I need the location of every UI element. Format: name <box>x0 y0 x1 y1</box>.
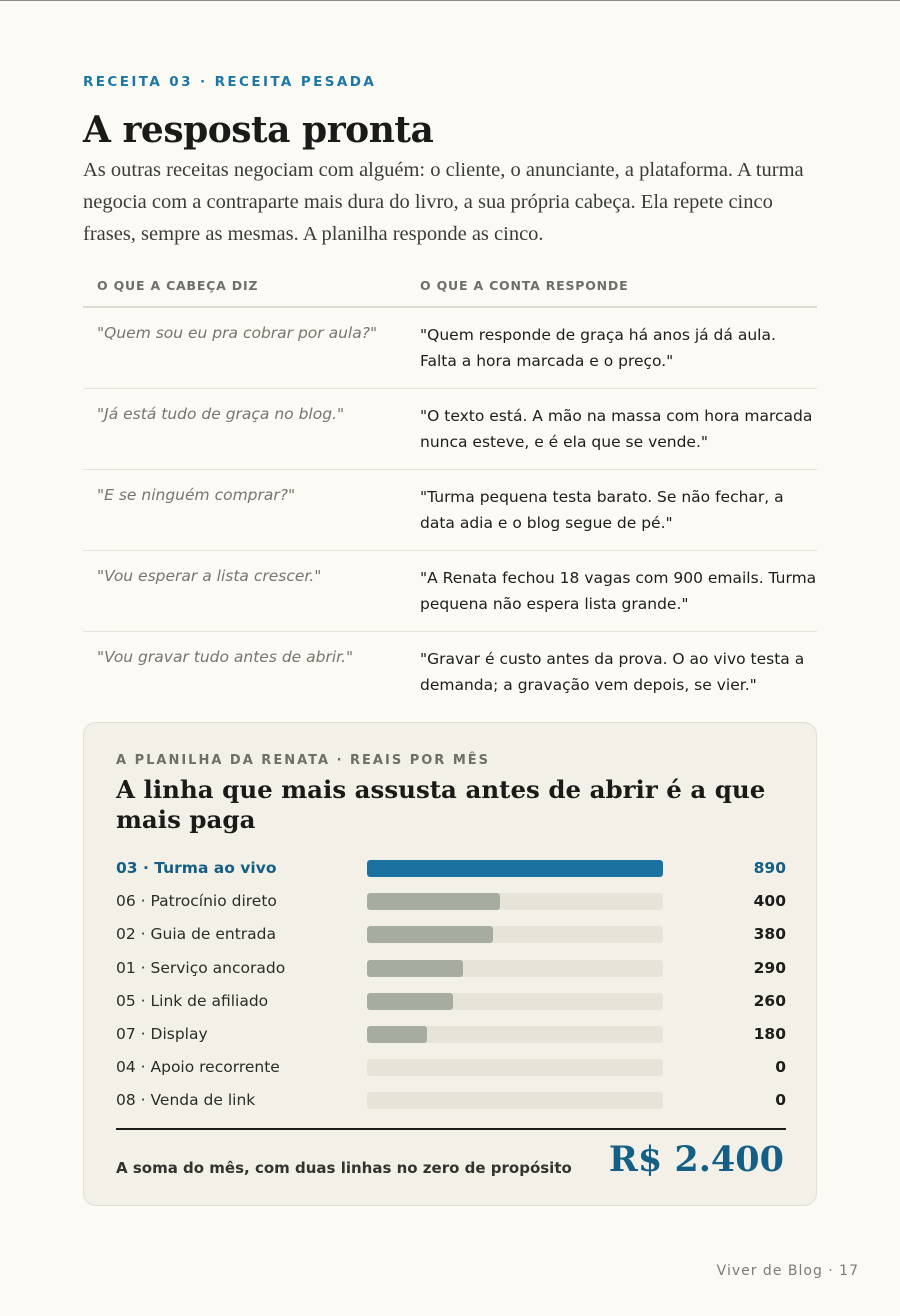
bar-track <box>367 1025 663 1043</box>
bar-chart: 03 · Turma ao vivo 890 06 · Patrocínio dir… <box>116 857 786 1123</box>
bar-track <box>367 893 663 911</box>
bar-track <box>367 959 663 977</box>
table-row: "Vou gravar tudo antes de abrir." "Grava… <box>83 632 817 713</box>
bar-value: 890 <box>753 859 786 877</box>
bar <box>367 893 501 911</box>
bar-track <box>367 926 663 944</box>
bar-label: 08 · Venda de link <box>116 1091 256 1110</box>
bar-track <box>367 1059 663 1077</box>
table-row: "Já está tudo de graça no blog." "O text… <box>83 388 817 470</box>
intro-paragraph: As outras receitas negociam com alguém: … <box>83 159 804 245</box>
bar-value: 260 <box>753 991 786 1010</box>
bar-label: 04 · Apoio recorrente <box>116 1058 280 1077</box>
head-says-cell: "Vou esperar a lista crescer." <box>83 550 420 632</box>
bar-row: 01 · Serviço ancorado 290 <box>116 957 786 990</box>
answer-cell: "O texto está. A mão na massa com hora m… <box>420 388 817 470</box>
answer-cell: "Quem responde de graça há anos já dá au… <box>420 307 817 389</box>
bar-track <box>367 860 663 877</box>
bar-value: 400 <box>753 892 786 911</box>
bar-label: 01 · Serviço ancorado <box>116 958 286 977</box>
bar-label: 06 · Patrocínio direto <box>116 892 277 911</box>
bar-label: 02 · Guia de entrada <box>116 925 277 944</box>
bar-label: 05 · Link de afiliado <box>116 991 269 1010</box>
top-rule <box>0 0 900 1</box>
bar-row: 08 · Venda de link 0 <box>116 1089 786 1122</box>
head-says-cell: "Quem sou eu pra cobrar por aula?" <box>83 307 420 389</box>
bar-value: 180 <box>753 1024 786 1043</box>
bar-value: 380 <box>753 925 786 944</box>
sum-divider <box>116 1128 786 1130</box>
column-header-head: O QUE A CABEÇA DIZ <box>83 278 420 308</box>
bar-track <box>367 992 663 1010</box>
bar <box>367 926 494 944</box>
column-header-answer: O QUE A CONTA RESPONDE <box>420 278 817 308</box>
bar-row: 03 · Turma ao vivo 890 <box>116 857 786 890</box>
section-eyebrow: RECEITA 03 · RECEITA PESADA <box>83 74 377 90</box>
answer-cell: "Gravar é custo antes da prova. O ao viv… <box>420 650 805 694</box>
bar-track <box>367 1092 663 1110</box>
bar-label: 07 · Display <box>116 1024 208 1043</box>
bar-row: 06 · Patrocínio direto 400 <box>116 890 786 923</box>
bar <box>367 860 663 877</box>
answer-cell: "Turma pequena testa barato. Se não fech… <box>420 469 817 551</box>
head-says-cell: "Vou gravar tudo antes de abrir." <box>97 648 354 666</box>
bar <box>367 959 464 977</box>
bar-value: 0 <box>775 1091 786 1110</box>
objection-table: O QUE A CABEÇA DIZ O QUE A CONTA RESPOND… <box>83 278 817 712</box>
bar-value: 0 <box>775 1058 786 1077</box>
bar-row: 04 · Apoio recorrente 0 <box>116 1056 786 1089</box>
bar-value: 290 <box>753 958 786 977</box>
recipe-section: RECEITA 03 · RECEITA PESADA A resposta p… <box>83 74 817 712</box>
table-row: "Vou esperar a lista crescer." "A Renata… <box>83 550 817 632</box>
sum-label: A soma do mês, com duas linhas no zero d… <box>116 1159 572 1177</box>
answer-cell: "A Renata fechou 18 vagas com 900 emails… <box>420 550 817 632</box>
bar-row: 05 · Link de afiliado 260 <box>116 990 786 1023</box>
spreadsheet-card: A PLANILHA DA RENATA · REAIS POR MÊS A l… <box>83 722 817 1206</box>
bar <box>367 992 454 1010</box>
table-row: "Quem sou eu pra cobrar por aula?" "Quem… <box>83 307 817 389</box>
page-footer: Viver de Blog · 17 <box>716 1263 859 1279</box>
sum-value: R$ 2.400 <box>608 1139 784 1180</box>
bar <box>367 1025 427 1043</box>
head-says-cell: "E se ninguém comprar?" <box>83 469 420 551</box>
table-row: "E se ninguém comprar?" "Turma pequena t… <box>83 469 817 551</box>
bar-label: 03 · Turma ao vivo <box>116 859 277 877</box>
bar-row: 07 · Display 180 <box>116 1023 786 1056</box>
card-eyebrow: A PLANILHA DA RENATA · REAIS POR MÊS <box>116 753 491 768</box>
page-title: A resposta pronta <box>83 109 434 151</box>
table-header-row: O QUE A CABEÇA DIZ O QUE A CONTA RESPOND… <box>83 278 817 308</box>
head-says-cell: "Já está tudo de graça no blog." <box>83 388 420 470</box>
card-title: A linha que mais assusta antes de abrir … <box>116 775 766 834</box>
bar-row: 02 · Guia de entrada 380 <box>116 923 786 956</box>
